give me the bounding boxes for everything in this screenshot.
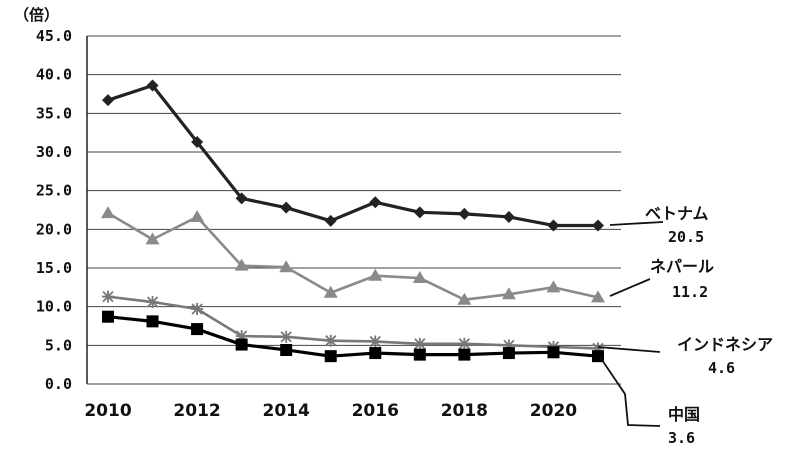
data-point-asterisk — [369, 335, 382, 348]
data-point-triangle — [546, 280, 561, 293]
series-line — [107, 295, 599, 350]
data-point-asterisk — [146, 296, 159, 309]
data-point-triangle — [279, 260, 294, 273]
data-point-diamond — [146, 79, 159, 92]
callout-leader-line — [597, 346, 661, 353]
callout-2: インドネシア 4.6 — [597, 335, 773, 377]
data-point-triangle — [591, 290, 605, 303]
callout-1: ネパール 11.2 — [609, 257, 714, 301]
data-point-square — [146, 315, 159, 328]
callout-0: ベトナム 20.5 — [609, 204, 709, 246]
y-axis-unit-label: （倍） — [14, 6, 59, 24]
series-end-value-label: 11.2 — [672, 283, 708, 301]
data-point-triangle — [323, 285, 338, 298]
data-point-square — [547, 346, 560, 359]
data-point-square — [324, 350, 337, 363]
data-point-diamond — [458, 207, 471, 220]
data-point-diamond — [369, 196, 382, 209]
y-tick-label: 25.0 — [36, 182, 72, 200]
data-point-square — [413, 348, 426, 361]
data-point-asterisk — [191, 302, 204, 315]
data-point-triangle — [457, 292, 472, 305]
data-point-asterisk — [324, 334, 337, 347]
series-name-label: ベトナム — [645, 204, 709, 223]
data-point-diamond — [413, 206, 426, 219]
series-1 — [101, 206, 605, 305]
data-point-asterisk — [102, 290, 114, 303]
data-point-square — [191, 323, 204, 336]
y-tick-label: 0.0 — [45, 375, 72, 393]
data-point-square — [280, 343, 293, 356]
data-point-diamond — [324, 214, 337, 227]
data-point-triangle — [145, 232, 160, 245]
series-end-value-label: 20.5 — [668, 228, 704, 246]
data-point-square — [458, 348, 471, 361]
series-end-value-label: 4.6 — [708, 359, 735, 377]
callout-leader-line — [599, 356, 661, 427]
data-point-square — [102, 310, 114, 323]
series-name-label: インドネシア — [677, 335, 773, 354]
data-point-triangle — [234, 258, 249, 271]
data-point-diamond — [547, 219, 560, 232]
y-tick-label: 15.0 — [36, 259, 72, 277]
callout-leader-line — [609, 278, 651, 297]
series-name-label: 中国 — [668, 405, 700, 424]
data-point-triangle — [501, 287, 516, 300]
series-name-label: ネパール — [650, 257, 714, 276]
data-point-square — [235, 338, 248, 351]
y-tick-labels: 0.0 5.0 10.0 15.0 20.0 25.0 30.0 35.0 40.0 45.0 — [36, 27, 72, 393]
data-point-diamond — [235, 192, 248, 205]
series-callouts: ベトナム 20.5 ネパール 11.2 インドネシア 4.6 中国 3.6 — [597, 204, 773, 447]
data-point-square — [369, 347, 382, 360]
data-point-asterisk — [458, 337, 471, 350]
callout-3: 中国 3.6 — [599, 356, 700, 447]
y-tick-label: 35.0 — [36, 104, 72, 122]
x-tick-labels: 2010 2012 2014 2016 2018 2020 — [84, 401, 577, 421]
data-point-asterisk — [413, 337, 426, 350]
y-tick-label: 5.0 — [45, 336, 72, 354]
callout-leader-line — [609, 221, 664, 226]
x-tick-label: 2014 — [263, 401, 310, 421]
series-line — [107, 315, 599, 358]
data-point-triangle — [190, 209, 205, 222]
series-end-value-label: 3.6 — [668, 429, 695, 447]
data-point-diamond — [502, 210, 515, 223]
x-tick-label: 2020 — [530, 401, 577, 421]
data-point-diamond — [592, 219, 604, 232]
y-tick-label: 10.0 — [36, 298, 72, 316]
series-line — [107, 83, 598, 228]
data-point-triangle — [101, 206, 115, 219]
series-line — [107, 211, 599, 302]
y-tick-label: 40.0 — [36, 66, 72, 84]
y-tick-label: 45.0 — [36, 27, 72, 45]
x-tick-label: 2010 — [84, 401, 131, 421]
x-tick-label: 2018 — [441, 401, 488, 421]
data-point-triangle — [412, 271, 427, 284]
x-tick-label: 2012 — [173, 401, 220, 421]
data-point-diamond — [280, 201, 293, 214]
series-0 — [102, 79, 604, 232]
y-tick-label: 20.0 — [36, 220, 72, 238]
data-point-triangle — [368, 268, 383, 281]
x-tick-label: 2016 — [352, 401, 399, 421]
series-3 — [102, 310, 604, 363]
data-point-diamond — [191, 135, 204, 148]
series-lines — [101, 79, 605, 363]
data-point-square — [502, 347, 515, 360]
data-point-asterisk — [280, 330, 293, 343]
y-tick-label: 30.0 — [36, 143, 72, 161]
data-point-diamond — [102, 94, 114, 107]
